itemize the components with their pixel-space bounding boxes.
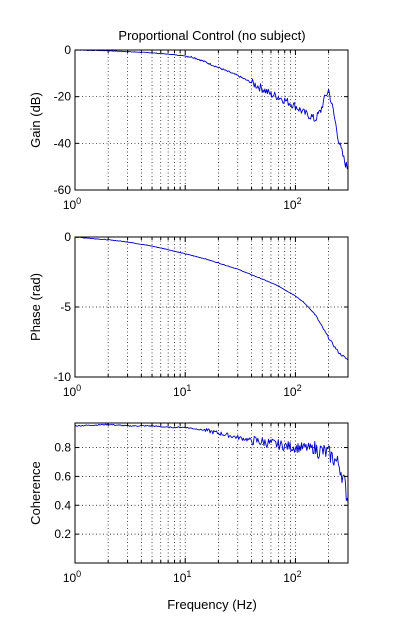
coherence-subplot: 0.2 0.4 0.6 0.8 100 101 102 Coherence — [28, 422, 349, 585]
y-tick-label: 0.6 — [54, 469, 71, 483]
gain-y-axis-label: Gain (dB) — [28, 92, 43, 148]
phase-series-0 — [74, 236, 349, 361]
x-tick-label: 102 — [283, 196, 301, 212]
x-tick-label: 100 — [63, 383, 81, 399]
coherence-series-0 — [74, 423, 349, 503]
y-tick-label: -5 — [60, 300, 71, 314]
x-tick-label: 102 — [283, 383, 301, 399]
phase-y-axis-label: Phase (rad) — [28, 273, 43, 341]
gain-series-0 — [75, 49, 349, 170]
x-tick-label: 100 — [63, 569, 81, 585]
y-tick-label: -10 — [54, 370, 72, 384]
x-tick-label: 101 — [173, 383, 191, 399]
gain-axes-frame — [74, 49, 349, 191]
coherence-axes-frame — [74, 422, 349, 564]
y-tick-label: -20 — [54, 90, 72, 104]
y-tick-label: 0.8 — [54, 441, 71, 455]
y-tick-label: -60 — [54, 183, 72, 197]
y-tick-label: -40 — [54, 136, 72, 150]
x-tick-label: 101 — [173, 569, 191, 585]
y-tick-label: 0 — [64, 43, 71, 57]
figure-title: Proportional Control (no subject) — [118, 28, 305, 43]
y-tick-label: 0.2 — [54, 527, 71, 541]
y-tick-label: 0 — [64, 230, 71, 244]
x-tick-label: 102 — [283, 569, 301, 585]
coherence-y-axis-label: Coherence — [28, 461, 43, 525]
x-axis-label: Frequency (Hz) — [167, 597, 257, 612]
x-tick-label: 100 — [63, 196, 81, 212]
y-tick-label: 0.4 — [54, 498, 71, 512]
